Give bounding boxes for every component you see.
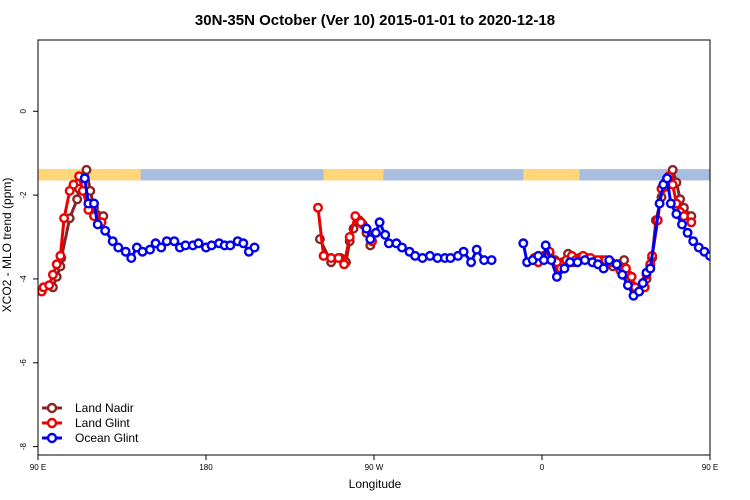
data-point xyxy=(169,236,180,247)
x-tick-label: 90 E xyxy=(702,463,718,472)
data-point xyxy=(313,202,324,213)
y-tick-label: 0 xyxy=(19,108,28,113)
data-point xyxy=(634,286,645,297)
data-point xyxy=(365,234,376,245)
data-point xyxy=(645,263,656,274)
data-point xyxy=(120,246,131,257)
data-point xyxy=(55,250,66,261)
legend-label: Land Nadir xyxy=(75,401,134,415)
data-point xyxy=(355,217,366,228)
data-point xyxy=(677,219,688,230)
y-tick-label: -4 xyxy=(19,275,28,283)
data-point xyxy=(113,242,124,253)
data-point xyxy=(712,244,720,252)
surface-band-land xyxy=(323,169,384,181)
x-tick-label: 180 xyxy=(199,463,213,472)
data-point xyxy=(100,225,111,236)
data-point xyxy=(686,217,697,228)
data-point xyxy=(486,255,497,266)
y-tick-label: -8 xyxy=(19,443,28,451)
data-point xyxy=(193,238,204,249)
data-point xyxy=(662,173,673,184)
legend-marker xyxy=(46,432,58,444)
data-point xyxy=(126,252,137,263)
data-point xyxy=(370,227,381,238)
data-point xyxy=(626,271,637,282)
data-point xyxy=(249,242,260,253)
data-point xyxy=(339,259,350,270)
surface-band-land xyxy=(523,169,580,181)
data-point xyxy=(622,280,633,291)
data-point xyxy=(723,246,731,254)
data-point xyxy=(361,223,372,234)
data-point xyxy=(81,164,92,175)
data-point xyxy=(458,246,469,257)
data-point xyxy=(156,242,167,253)
data-point xyxy=(225,240,236,251)
data-point xyxy=(350,211,361,222)
legend-marker xyxy=(46,402,58,414)
data-point xyxy=(238,238,249,249)
data-point xyxy=(59,213,70,224)
y-tick-label: -2 xyxy=(19,191,28,199)
plot-content xyxy=(38,164,750,301)
data-point xyxy=(671,208,682,219)
x-tick-label: 90 E xyxy=(30,463,46,472)
data-point xyxy=(705,250,710,261)
y-tick-label: -6 xyxy=(19,359,28,367)
data-point xyxy=(79,173,90,184)
data-point xyxy=(665,198,676,209)
legend-label: Land Glint xyxy=(75,416,130,430)
data-point xyxy=(717,246,725,254)
data-point xyxy=(107,236,118,247)
data-point xyxy=(682,227,693,238)
data-point xyxy=(617,269,628,280)
series-land-nadir xyxy=(47,164,697,293)
data-point xyxy=(397,242,408,253)
data-point xyxy=(611,259,622,270)
data-point xyxy=(47,269,58,280)
data-point xyxy=(688,236,699,247)
data-point xyxy=(518,238,529,249)
plot-area xyxy=(38,164,750,301)
data-point xyxy=(374,217,385,228)
data-point xyxy=(598,263,609,274)
data-point xyxy=(88,198,99,209)
series-ocean-glint xyxy=(79,173,737,301)
data-point xyxy=(144,244,155,255)
data-point xyxy=(471,244,482,255)
data-point xyxy=(466,257,477,268)
data-point xyxy=(333,252,344,263)
x-tick-label: 90 W xyxy=(365,463,384,472)
x-axis-label: Longitude xyxy=(349,477,402,491)
data-point xyxy=(729,240,737,248)
surface-band-land xyxy=(38,169,141,181)
data-point xyxy=(68,179,79,190)
data-point xyxy=(540,240,551,251)
x-tick-label: 0 xyxy=(540,463,545,472)
surface-band-land xyxy=(710,169,750,180)
y-axis: 0 -2 -4 -6 -8 xyxy=(19,108,38,450)
x-axis: 90 E 180 90 W 0 90 E xyxy=(30,455,718,472)
data-point xyxy=(72,194,83,205)
legend-marker xyxy=(46,417,58,429)
data-point xyxy=(380,229,391,240)
data-point xyxy=(44,280,55,291)
chart-title: 30N-35N October (Ver 10) 2015-01-01 to 2… xyxy=(195,12,555,29)
data-point xyxy=(546,255,557,266)
data-point xyxy=(551,271,562,282)
legend-label: Ocean Glint xyxy=(75,431,139,445)
data-point xyxy=(654,198,665,209)
data-point xyxy=(637,278,648,289)
data-point xyxy=(604,255,615,266)
data-point xyxy=(559,263,570,274)
data-point xyxy=(92,219,103,230)
y-axis-label: XCO2 - MLO trend (ppm) xyxy=(0,178,14,313)
data-point xyxy=(51,259,62,270)
data-point xyxy=(344,231,355,242)
